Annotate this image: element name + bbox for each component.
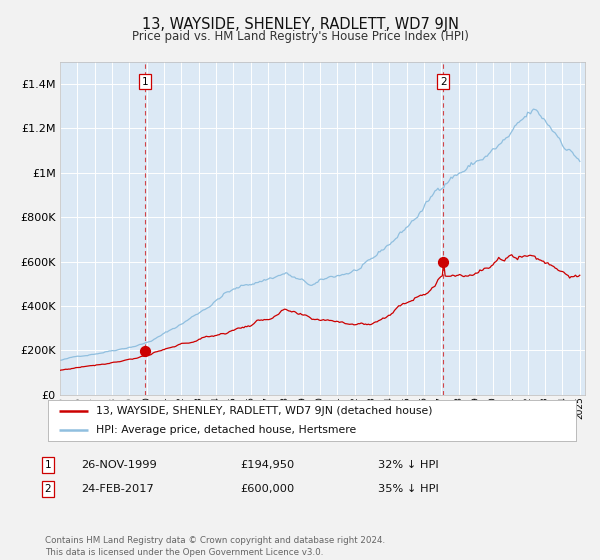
Text: 2: 2 <box>440 77 446 87</box>
Text: 13, WAYSIDE, SHENLEY, RADLETT, WD7 9JN: 13, WAYSIDE, SHENLEY, RADLETT, WD7 9JN <box>142 17 458 32</box>
Text: 1: 1 <box>44 460 52 470</box>
Text: £194,950: £194,950 <box>240 460 294 470</box>
Text: 2: 2 <box>44 484 52 494</box>
Text: 1: 1 <box>142 77 149 87</box>
Point <box>439 257 448 266</box>
Text: 26-NOV-1999: 26-NOV-1999 <box>81 460 157 470</box>
Text: 35% ↓ HPI: 35% ↓ HPI <box>378 484 439 494</box>
Point <box>140 347 150 356</box>
Text: Price paid vs. HM Land Registry's House Price Index (HPI): Price paid vs. HM Land Registry's House … <box>131 30 469 43</box>
Text: HPI: Average price, detached house, Hertsmere: HPI: Average price, detached house, Hert… <box>95 425 356 435</box>
Text: 24-FEB-2017: 24-FEB-2017 <box>81 484 154 494</box>
Text: Contains HM Land Registry data © Crown copyright and database right 2024.
This d: Contains HM Land Registry data © Crown c… <box>45 536 385 557</box>
Text: 32% ↓ HPI: 32% ↓ HPI <box>378 460 439 470</box>
Text: 13, WAYSIDE, SHENLEY, RADLETT, WD7 9JN (detached house): 13, WAYSIDE, SHENLEY, RADLETT, WD7 9JN (… <box>95 407 432 416</box>
Text: £600,000: £600,000 <box>240 484 294 494</box>
